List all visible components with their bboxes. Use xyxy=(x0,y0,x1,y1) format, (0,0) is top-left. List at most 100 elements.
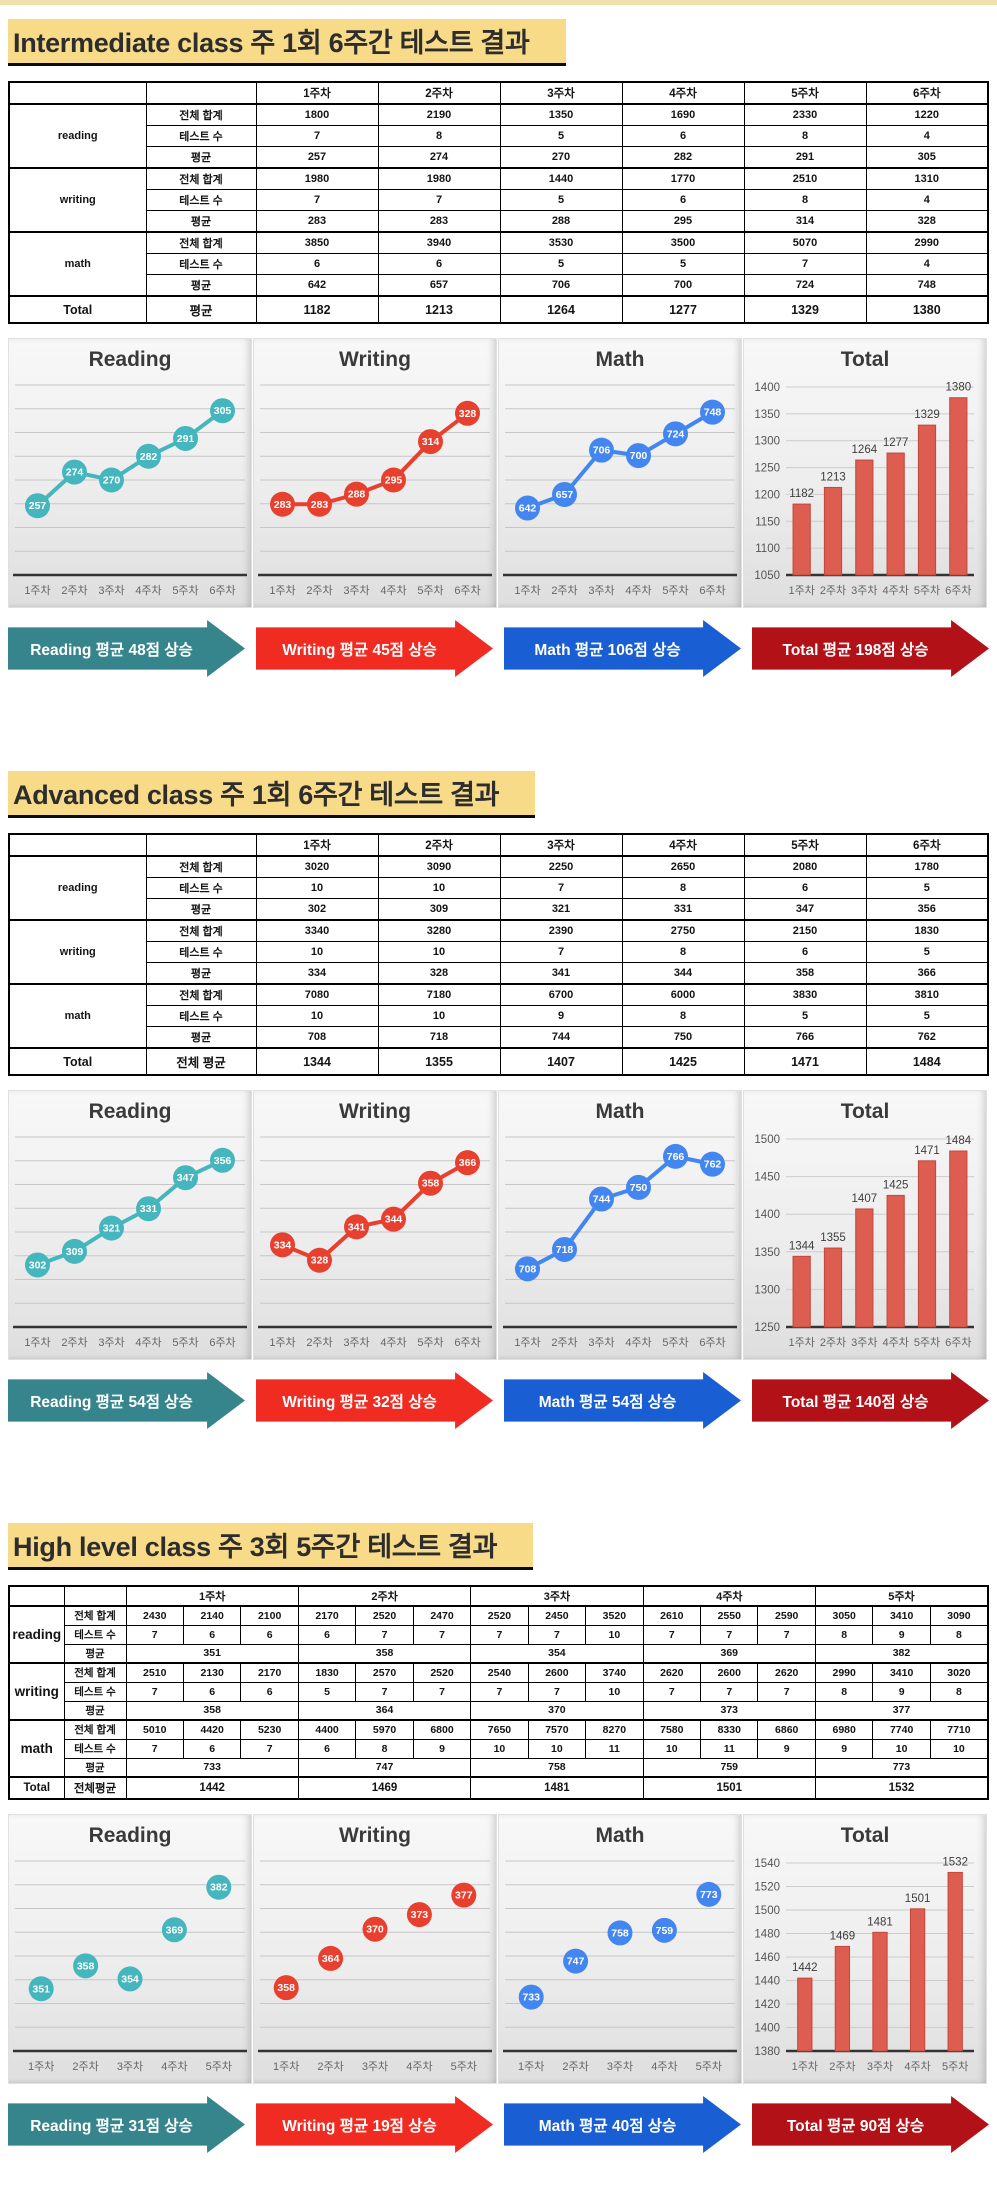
value-cell: 3280 xyxy=(377,919,501,942)
value-cell: 8 xyxy=(621,1005,745,1027)
value-cell: 6 xyxy=(743,941,867,963)
value-cell: 10 xyxy=(470,1738,529,1759)
chart-title: Reading xyxy=(88,1100,172,1123)
value-cell: 657 xyxy=(377,274,501,297)
arrow-label: Writing 평균 32점 상승 xyxy=(282,1393,437,1411)
chart-panel-reading: Reading 351 358 354 369 382 1주차 2주차 3주차 4주차 5주차 xyxy=(8,1814,252,2084)
metric-label-cell: 테스트 수 xyxy=(63,1738,127,1759)
value-cell: 2250 xyxy=(499,855,623,878)
metric-label-cell: 평균 xyxy=(145,210,257,233)
total-value-cell: 1532 xyxy=(814,1776,989,1800)
section-high-level: High level class 주 3회 5주간 테스트 결과 1주차 2주차 3주… xyxy=(0,1523,997,2153)
data-point xyxy=(210,1147,235,1173)
x-tick-label: 5주차 xyxy=(914,1336,940,1349)
data-point xyxy=(626,443,651,469)
metric-label-cell: 평균 xyxy=(145,274,257,297)
value-cell: 3410 xyxy=(872,1605,931,1626)
week-header: 4주차 xyxy=(621,833,745,857)
data-point-label: 748 xyxy=(704,407,722,419)
arrow-banner-total: Total 평균 90점 상승 xyxy=(752,2096,989,2153)
bar xyxy=(917,1160,937,1328)
table-row: writing 전체 합계 2510 2130 2170 1830 2570 2520 2540… xyxy=(8,1662,989,1721)
value-cell: 2430 xyxy=(125,1605,184,1626)
value-cell: 2450 xyxy=(527,1605,587,1626)
x-tick-label: 2주차 xyxy=(72,2060,98,2073)
y-tick-label: 1540 xyxy=(754,1858,780,1870)
corner-cell xyxy=(145,833,257,857)
value-cell: 2620 xyxy=(642,1662,702,1683)
week-header: 3주차 xyxy=(470,1585,644,1607)
arrow-label: Math 평균 40점 상승 xyxy=(538,2117,677,2135)
value-cell: 1690 xyxy=(621,103,745,126)
x-tick-label: 3주차 xyxy=(98,584,124,597)
value-cell: 3940 xyxy=(377,231,501,254)
data-point xyxy=(552,481,577,507)
x-tick-label: 4주차 xyxy=(625,584,651,597)
value-cell: 7 xyxy=(255,125,379,147)
value-cell: 5 xyxy=(865,1005,989,1027)
data-point xyxy=(515,1256,540,1282)
value-cell: 10 xyxy=(377,941,501,963)
value-cell: 2150 xyxy=(743,919,867,942)
value-cell: 1980 xyxy=(377,167,501,190)
corner-cell xyxy=(8,833,147,857)
data-point xyxy=(173,1165,198,1191)
value-cell: 331 xyxy=(621,898,745,921)
x-tick-label: 3주차 xyxy=(588,1336,614,1349)
value-cell: 6 xyxy=(240,1681,299,1702)
chart-title: Total xyxy=(840,348,890,371)
chart-canvas-total: 1250 1300 1350 1400 1450 1500 1344 1355 1407 1425… xyxy=(754,1134,974,1349)
value-cell: 1780 xyxy=(865,855,989,878)
total-label-cell: 평균 xyxy=(145,295,257,324)
data-point-label: 706 xyxy=(593,445,611,457)
value-cell: 382 xyxy=(814,1643,989,1664)
value-cell: 3850 xyxy=(255,231,379,254)
data-point-label: 282 xyxy=(140,451,158,463)
data-point-label: 354 xyxy=(121,1973,139,1985)
x-tick-label: 2주차 xyxy=(829,2060,855,2073)
value-cell: 7570 xyxy=(527,1719,587,1740)
value-cell: 10 xyxy=(255,1005,379,1027)
bar-value-label: 1469 xyxy=(830,1930,856,1942)
value-cell: 2510 xyxy=(125,1662,184,1683)
bar-value-label: 1277 xyxy=(883,437,909,449)
results-table: 1주차 2주차 3주차 4주차 5주차 6주차 reading 전체 합계 1800 2190 13… xyxy=(8,81,989,324)
value-cell: 2750 xyxy=(621,919,745,942)
arrow-banner-math: Math 평균 40점 상승 xyxy=(504,2096,741,2153)
value-cell: 283 xyxy=(255,210,379,233)
week-header: 5주차 xyxy=(743,81,867,105)
value-cell: 8 xyxy=(743,189,867,211)
table-row: 평균 302 309 321 331 347 356 xyxy=(9,898,989,921)
chart-canvas-math: 733 747 758 759 773 1주차 2주차 3주차 4주차 5주차 xyxy=(503,1860,737,2073)
value-cell: 2990 xyxy=(814,1662,874,1683)
chart-canvas-reading: 351 358 354 369 382 1주차 2주차 3주차 4주차 5주차 xyxy=(13,1860,247,2073)
week-header: 3주차 xyxy=(499,833,623,857)
data-point xyxy=(136,1196,161,1222)
value-cell: 7 xyxy=(757,1681,816,1702)
value-cell: 10 xyxy=(255,941,379,963)
value-cell: 3020 xyxy=(929,1662,989,1683)
y-tick-label: 1050 xyxy=(754,570,780,582)
value-cell: 642 xyxy=(255,274,379,297)
total-label-cell: 전체 평균 xyxy=(145,1047,257,1076)
value-cell: 5 xyxy=(743,1005,867,1027)
table-row: reading 전체 합계 1800 2190 1350 1690 2330 1220 xyxy=(8,103,989,169)
chart-panel-total: Total 1050 1100 1150 1200 1250 1300 1350 1400 118… xyxy=(743,338,987,608)
data-point-label: 642 xyxy=(519,503,537,515)
x-tick-label: 5주차 xyxy=(206,2060,232,2073)
arrow-label: Total 평균 90점 상승 xyxy=(786,2117,925,2135)
bar xyxy=(823,1247,843,1328)
data-point-label: 302 xyxy=(29,1259,47,1271)
value-cell: 2330 xyxy=(743,103,867,126)
value-cell: 2190 xyxy=(377,103,501,126)
data-point xyxy=(270,491,295,517)
value-cell: 373 xyxy=(642,1700,816,1721)
value-cell: 6800 xyxy=(412,1719,472,1740)
metric-label-cell: 전체 합계 xyxy=(145,103,257,126)
x-tick-label: 3주차 xyxy=(362,2060,388,2073)
data-point-label: 291 xyxy=(177,433,195,445)
results-table: 1주차 2주차 3주차 4주차 5주차 6주차 reading 전체 합계 3020 3090 22… xyxy=(8,833,989,1076)
data-point xyxy=(136,443,161,469)
data-point-label: 344 xyxy=(385,1214,403,1226)
chart-panel-math: Math 708 718 744 750 766 762 1주차 2주차 3주차 4주차 5주차 6주차 xyxy=(498,1090,742,1360)
